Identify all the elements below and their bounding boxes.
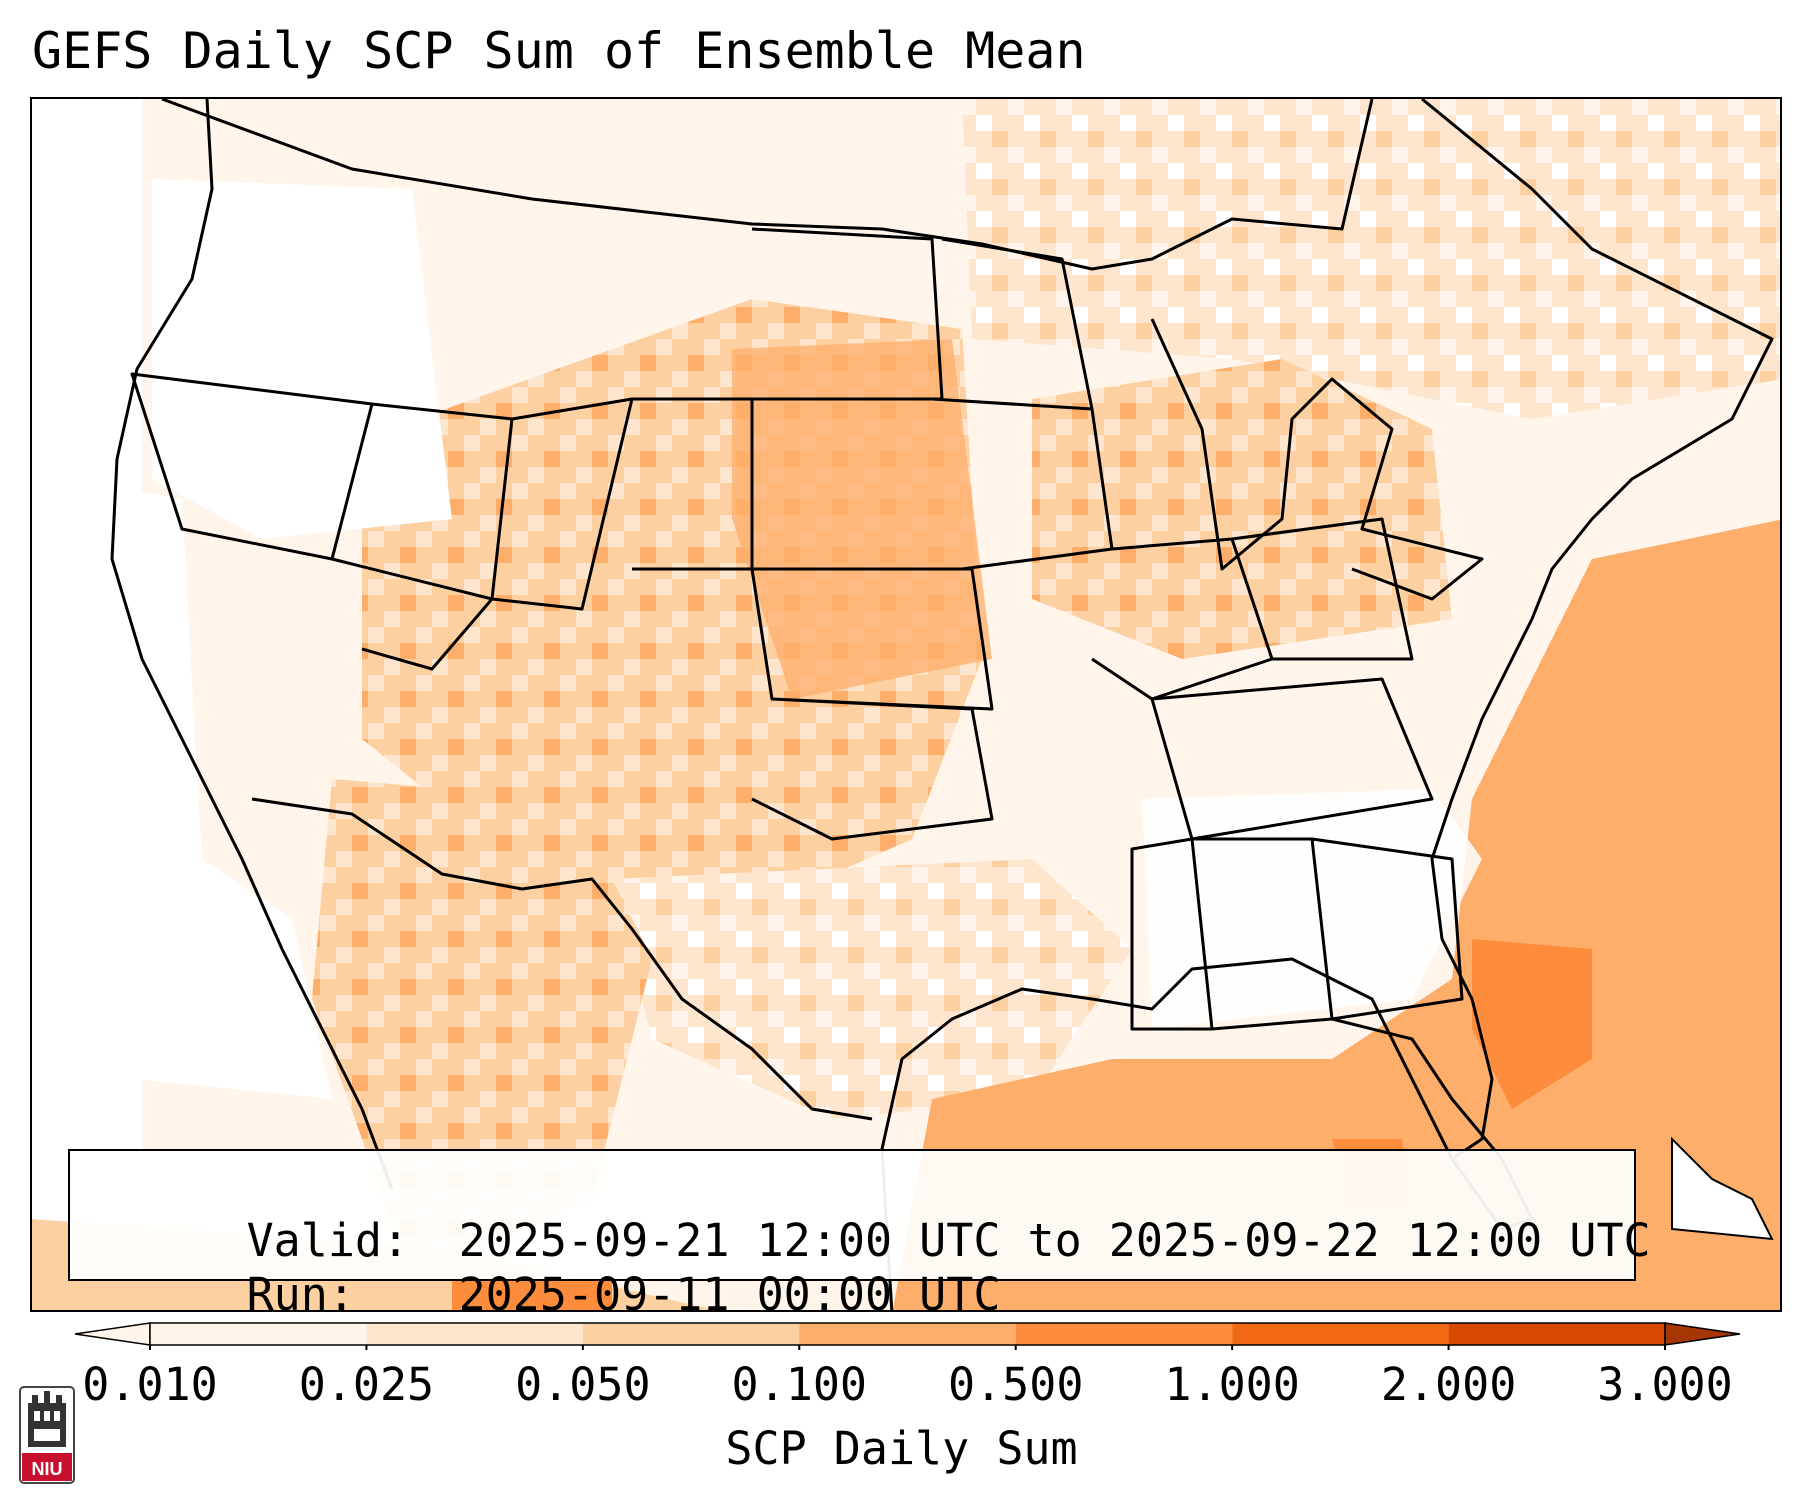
- colorbar-tick-label: 0.025: [298, 1358, 435, 1411]
- run-value: 2025-09-11 00:00 UTC: [458, 1268, 1001, 1312]
- valid-label: Valid:: [246, 1214, 410, 1267]
- valid-run-infobox: Valid: 2025-09-21 12:00 UTC to 2025-09-22…: [68, 1149, 1651, 1310]
- scp-map: [32, 99, 1780, 1310]
- colorbar-segment: [150, 1323, 367, 1345]
- run-label: Run:: [246, 1268, 355, 1312]
- state-lines-west: [130, 372, 634, 671]
- colorbar-tick-label: 0.500: [947, 1358, 1084, 1411]
- colorbar-segment: [582, 1323, 800, 1345]
- colorbar-tick-label: 0.050: [515, 1358, 651, 1411]
- west-coastline: [110, 99, 394, 1190]
- colorbar-segments: [74, 1322, 1741, 1346]
- northeast-coast: [1421, 99, 1774, 1161]
- colorbar-tick-marks: [149, 1345, 1666, 1350]
- scp-shading: [32, 99, 1780, 1310]
- map-panel: Valid: 2025-09-21 12:00 UTC to 2025-09-22…: [30, 97, 1782, 1312]
- mexico-border: [251, 797, 873, 1121]
- niu-logo: NIU: [19, 1386, 75, 1484]
- colorbar-tick-label: 0.100: [731, 1358, 868, 1411]
- boundary-lines: [110, 99, 1774, 1310]
- colorbar-extend-max: [1664, 1322, 1741, 1346]
- state-lines-central: [632, 397, 994, 841]
- colorbar-tick-label: 1.000: [1164, 1358, 1300, 1411]
- colorbar-segment: [1232, 1323, 1449, 1345]
- map-title: GEFS Daily SCP Sum of Ensemble Mean: [32, 22, 1086, 80]
- colorbar-extend-min: [74, 1322, 151, 1346]
- valid-value: 2025-09-21 12:00 UTC to 2025-09-22 12:00…: [458, 1214, 1651, 1267]
- state-lines-southeast: [1130, 837, 1464, 1031]
- colorbar-segment: [1448, 1323, 1665, 1345]
- state-lines-plains: [751, 227, 1114, 571]
- colorbar-tick-label: 3.000: [1597, 1358, 1733, 1411]
- colorbar-tick-label: 0.010: [82, 1358, 218, 1411]
- colorbar-tick-label: 2.000: [1380, 1358, 1517, 1411]
- colorbar-outline: [149, 1322, 1666, 1346]
- caribbean-islands: [1671, 1136, 1774, 1241]
- colorbar-label: SCP Daily Sum: [725, 1422, 1078, 1475]
- us-canada-border: [161, 99, 1374, 271]
- great-lakes: [1150, 318, 1484, 601]
- colorbar-segment: [799, 1323, 1016, 1345]
- valid-line: Valid: 2025-09-21 12:00 UTC to 2025-09-22…: [84, 1161, 1651, 1310]
- run-line: Run: 2025-09-11 00:00 UTC: [84, 1215, 1001, 1312]
- logo-text: NIU: [32, 1459, 63, 1479]
- state-lines-east: [1091, 517, 1434, 841]
- colorbar: [74, 1322, 1741, 1350]
- colorbar-segment: [366, 1323, 583, 1345]
- colorbar-segment: [1015, 1323, 1233, 1345]
